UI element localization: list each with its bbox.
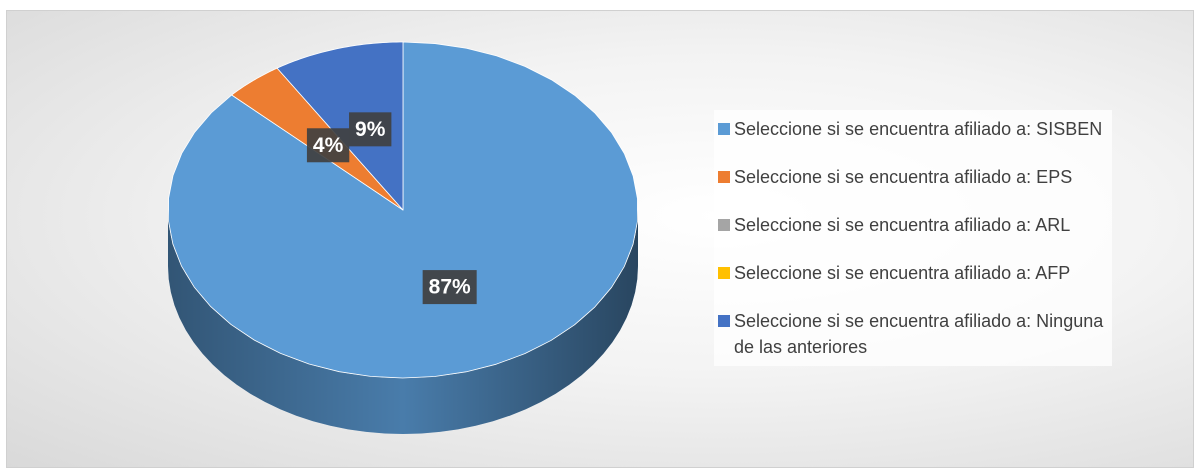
legend-label: Seleccione si se encuentra afiliado a: S… [734,119,1103,139]
data-label: 9% [349,112,392,147]
legend: Seleccione si se encuentra afiliado a: S… [714,110,1112,366]
data-label-text: 9% [355,118,386,141]
data-label-box [306,128,350,163]
legend-item: Seleccione si se encuentra afiliado a: N… [718,308,1108,360]
legend-item: Seleccione si se encuentra afiliado a: A… [718,212,1108,238]
legend-item: Seleccione si se encuentra afiliado a: E… [718,164,1108,190]
legend-label: Seleccione si se encuentra afiliado a: A… [734,215,1071,235]
legend-swatch [718,267,730,279]
slice [276,41,404,211]
legend-swatch [718,171,730,183]
legend-swatch [718,123,730,135]
legend-item: Seleccione si se encuentra afiliado a: A… [718,260,1108,286]
legend-swatch [718,315,730,327]
data-label-box [349,112,392,147]
data-label: 4% [306,128,350,163]
data-label-text: 4% [313,134,344,157]
legend-label: Seleccione si se encuentra afiliado a: A… [734,263,1071,283]
slice-side-shade [168,210,638,434]
legend-swatch [718,219,730,231]
data-label: 87% [422,270,477,305]
legend-item: Seleccione si se encuentra afiliado a: S… [718,116,1108,142]
data-label-text: 87% [429,276,471,299]
legend-label: Seleccione si se encuentra afiliado a: E… [734,167,1073,187]
data-label-box [422,270,477,305]
legend-label: Seleccione si se encuentra afiliado a: N… [734,311,1104,357]
